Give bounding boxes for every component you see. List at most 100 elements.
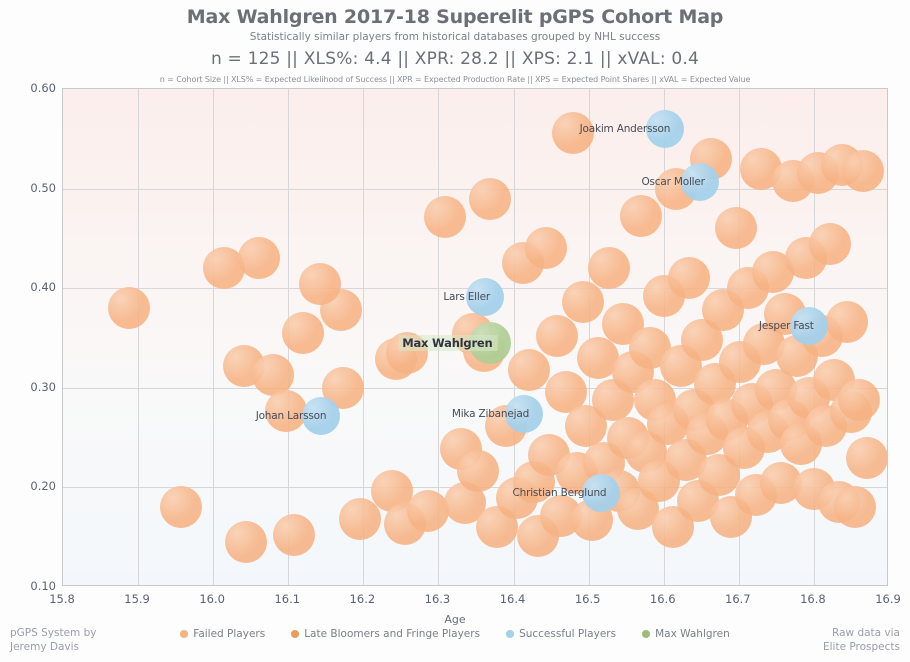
y-axis-tick-label: 0.30 <box>30 379 56 394</box>
credit-left-line2: Jeremy Davis <box>10 641 80 653</box>
scatter-point-failed[interactable] <box>651 506 694 549</box>
scatter-point-failed[interactable] <box>507 348 550 391</box>
point-label: Johan Larsson <box>255 409 327 422</box>
legend-swatch-icon <box>506 630 515 638</box>
legend-item-success[interactable]: Successful Players <box>506 628 616 640</box>
scatter-point-failed[interactable] <box>252 353 295 396</box>
scatter-point-failed[interactable] <box>561 281 604 324</box>
scatter-point-failed[interactable] <box>424 196 467 239</box>
x-axis-tick-label: 16.7 <box>725 592 751 606</box>
legend-swatch-icon <box>180 630 189 638</box>
scatter-point-failed[interactable] <box>570 499 613 542</box>
scatter-point-failed[interactable] <box>668 257 711 300</box>
credit-right-line2: Elite Prospects <box>823 641 900 653</box>
gridline-vertical <box>588 89 590 585</box>
x-axis-label: Age <box>444 613 466 626</box>
y-axis-tick-label: 0.20 <box>30 479 56 494</box>
legend-item-failed[interactable]: Failed Players <box>180 628 265 640</box>
scatter-point-failed[interactable] <box>846 436 887 479</box>
scatter-point-failed[interactable] <box>776 334 819 377</box>
scatter-point-failed[interactable] <box>809 223 852 266</box>
point-label: Jesper Fast <box>758 320 814 333</box>
chart-footer: pGPS System by Jeremy Davis Failed Playe… <box>0 624 910 662</box>
scatter-point-failed[interactable] <box>265 389 308 432</box>
scatter-point-failed[interactable] <box>834 486 877 529</box>
scatter-point-failed[interactable] <box>516 515 559 558</box>
credit-left: pGPS System by Jeremy Davis <box>10 626 97 654</box>
scatter-point-success[interactable] <box>789 307 828 346</box>
scatter-point-failed[interactable] <box>469 177 512 220</box>
x-axis-tick-label: 16.8 <box>800 592 826 606</box>
chart-stats-key: n = Cohort Size || XLS% = Expected Likel… <box>159 75 751 84</box>
x-axis-tick-label: 16.9 <box>875 592 901 606</box>
scatter-point-failed[interactable] <box>524 227 567 270</box>
y-axis-tick-label: 0.10 <box>30 579 56 593</box>
chart-header: Max Wahlgren 2017-18 Superelit pGPS Coho… <box>0 0 910 84</box>
y-axis-tick-label: 0.40 <box>30 280 56 295</box>
scatter-point-failed[interactable] <box>322 366 365 409</box>
scatter-point-failed[interactable] <box>406 490 449 533</box>
gridline-vertical <box>513 89 515 585</box>
scatter-point-failed[interactable] <box>108 287 151 330</box>
legend-swatch-icon <box>642 630 651 638</box>
scatter-point-failed[interactable] <box>456 450 499 493</box>
credit-left-line1: pGPS System by <box>10 627 97 639</box>
scatter-point-failed[interactable] <box>298 263 341 306</box>
scatter-point-failed[interactable] <box>714 207 757 250</box>
x-axis-tick-label: 16.6 <box>649 592 676 606</box>
plot-area: Joakim Andersson Oscar Moller Lars Eller Ma… <box>62 88 888 586</box>
scatter-point-failed[interactable] <box>825 301 868 344</box>
scatter-point-failed[interactable] <box>592 378 635 421</box>
gridline-vertical <box>138 89 140 585</box>
chart-subtitle: Statistically similar players from histo… <box>249 31 661 43</box>
scatter-point-failed[interactable] <box>723 426 766 469</box>
scatter-point-success[interactable] <box>582 474 621 513</box>
legend-item-self[interactable]: Max Wahlgren <box>642 628 730 640</box>
point-label: Lars Eller <box>443 291 490 304</box>
scatter-point-failed[interactable] <box>620 195 663 238</box>
scatter-point-failed[interactable] <box>237 237 280 280</box>
scatter-point-failed[interactable] <box>282 312 325 355</box>
x-axis-tick-label: 15.8 <box>49 592 75 606</box>
gridline-horizontal <box>63 387 887 389</box>
legend-item-label: Successful Players <box>519 628 617 640</box>
credit-right: Raw data via Elite Prospects <box>823 626 900 654</box>
scatter-point-failed[interactable] <box>842 149 885 192</box>
gridline-vertical <box>213 89 215 585</box>
point-label: Oscar Moller <box>641 175 705 188</box>
y-axis-tick-label: 0.50 <box>30 180 56 195</box>
chart-title: Max Wahlgren 2017-18 Superelit pGPS Coho… <box>186 6 724 28</box>
x-axis-tick-label: 16.2 <box>349 592 376 606</box>
x-axis-tick-label: 16.0 <box>199 592 225 606</box>
legend-item-label: Failed Players <box>193 628 266 640</box>
scatter-point-failed[interactable] <box>551 111 594 154</box>
x-axis-tick-label: 16.1 <box>274 592 301 606</box>
scatter-point-failed[interactable] <box>735 474 778 517</box>
scatter-point-failed[interactable] <box>545 370 588 413</box>
scatter-point-success[interactable] <box>505 394 544 433</box>
scatter-point-failed[interactable] <box>339 498 382 541</box>
credit-right-line1: Raw data via <box>832 627 900 639</box>
x-axis-tick-label: 16.4 <box>499 592 526 606</box>
point-label: Christian Berglund <box>512 487 607 500</box>
scatter-point-success[interactable] <box>466 278 504 317</box>
point-label: Max Wahlgren <box>398 334 498 351</box>
gridline-vertical <box>363 89 365 585</box>
scatter-point-failed[interactable] <box>587 247 630 290</box>
scatter-point-failed[interactable] <box>159 486 202 529</box>
scatter-point-success[interactable] <box>680 162 719 201</box>
point-label: Mika Zibanejad <box>451 407 530 420</box>
scatter-point-failed[interactable] <box>202 247 245 290</box>
legend-item-late[interactable]: Late Bloomers and Fringe Players <box>291 628 480 640</box>
scatter-point-success[interactable] <box>646 109 685 148</box>
scatter-point-failed[interactable] <box>813 358 856 401</box>
x-axis-tick-label: 16.3 <box>424 592 451 606</box>
x-axis-tick-label: 16.5 <box>574 592 601 606</box>
scatter-point-success[interactable] <box>302 396 341 435</box>
scatter-point-failed[interactable] <box>837 378 880 421</box>
scatter-point-failed[interactable] <box>273 514 316 557</box>
scatter-point-failed[interactable] <box>225 521 268 564</box>
scatter-point-failed[interactable] <box>536 315 579 357</box>
scatter-point-failed[interactable] <box>629 326 672 369</box>
